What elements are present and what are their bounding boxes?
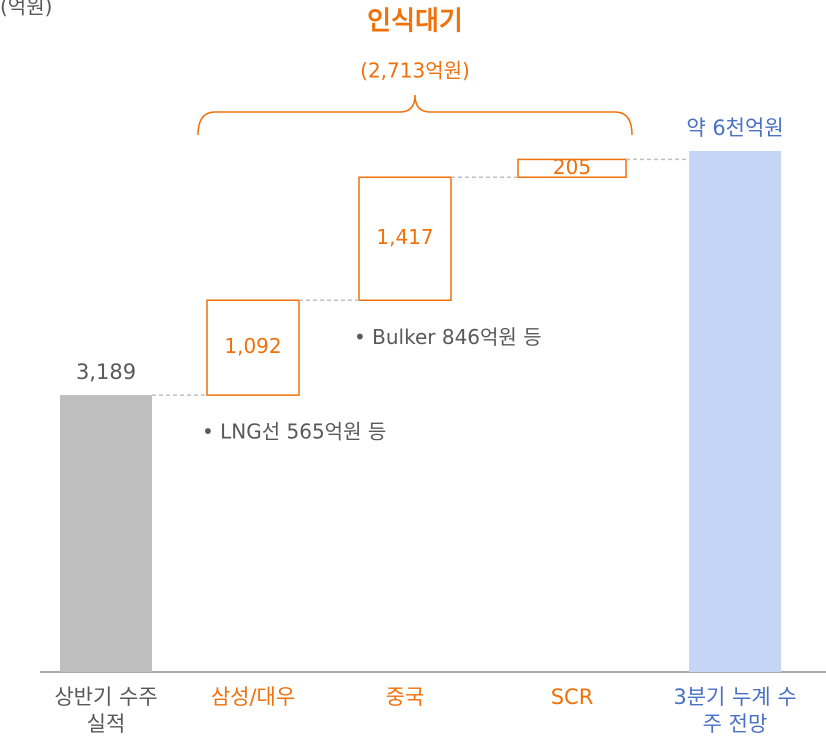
- bar: [206, 299, 300, 396]
- chart-subtitle: (2,713억원): [360, 59, 470, 83]
- value-label: 1,417: [376, 225, 433, 249]
- category-label: 중국: [385, 685, 425, 709]
- unit-label: (억원): [0, 0, 52, 19]
- bracket: [197, 94, 633, 136]
- value-label: 205: [553, 155, 591, 179]
- value-label: 약 6천억원: [686, 116, 783, 140]
- category-label: 3분기 누계 수주 전망: [673, 685, 797, 736]
- annotation: • LNG선 565억원 등: [202, 420, 386, 444]
- annotation: • Bulker 846억원 등: [354, 325, 542, 349]
- value-label: 3,189: [76, 360, 136, 384]
- bar: [517, 158, 627, 178]
- bar: [689, 151, 781, 672]
- category-label: 삼성/대우: [210, 685, 296, 709]
- category-label: SCR: [550, 685, 594, 709]
- category-label: 상반기 수주 실적: [54, 685, 158, 736]
- value-label: 1,092: [224, 334, 281, 358]
- bar: [358, 176, 452, 302]
- bar: [60, 395, 152, 672]
- chart-title: 인식대기: [367, 7, 463, 37]
